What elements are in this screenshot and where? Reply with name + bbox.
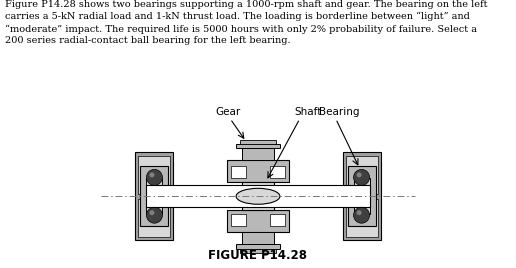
Bar	[346, 157, 378, 194]
Circle shape	[357, 210, 362, 215]
Bar	[242, 232, 274, 244]
Circle shape	[150, 172, 154, 177]
Bar	[231, 214, 246, 226]
Bar	[242, 182, 274, 210]
Bar	[147, 178, 163, 214]
Circle shape	[353, 207, 369, 223]
Bar	[353, 178, 369, 214]
Bar	[136, 152, 173, 240]
Bar	[240, 249, 276, 253]
Bar	[242, 148, 274, 161]
Text: Figure P14.28 shows two bearings supporting a 1000-rpm shaft and gear. The beari: Figure P14.28 shows two bearings support…	[5, 0, 488, 45]
Circle shape	[150, 210, 154, 215]
Text: Bearing: Bearing	[319, 107, 360, 117]
Bar	[346, 199, 378, 237]
Bar	[138, 199, 170, 237]
Circle shape	[353, 169, 369, 185]
Bar	[227, 161, 289, 182]
Bar	[270, 214, 285, 226]
Bar	[231, 166, 246, 178]
Bar	[227, 210, 289, 232]
Text: FIGURE P14.28: FIGURE P14.28	[208, 249, 308, 262]
Bar	[147, 185, 369, 207]
Bar	[240, 140, 276, 143]
Circle shape	[147, 207, 163, 223]
Bar	[236, 244, 280, 249]
Circle shape	[147, 169, 163, 185]
Circle shape	[357, 172, 362, 177]
Text: Gear: Gear	[216, 107, 241, 117]
Ellipse shape	[236, 188, 280, 204]
Text: Shaft: Shaft	[294, 107, 321, 117]
Bar	[343, 152, 380, 240]
Bar	[138, 157, 170, 194]
Bar	[236, 143, 280, 148]
Bar	[140, 166, 168, 226]
Bar	[270, 166, 285, 178]
Bar	[348, 166, 376, 226]
